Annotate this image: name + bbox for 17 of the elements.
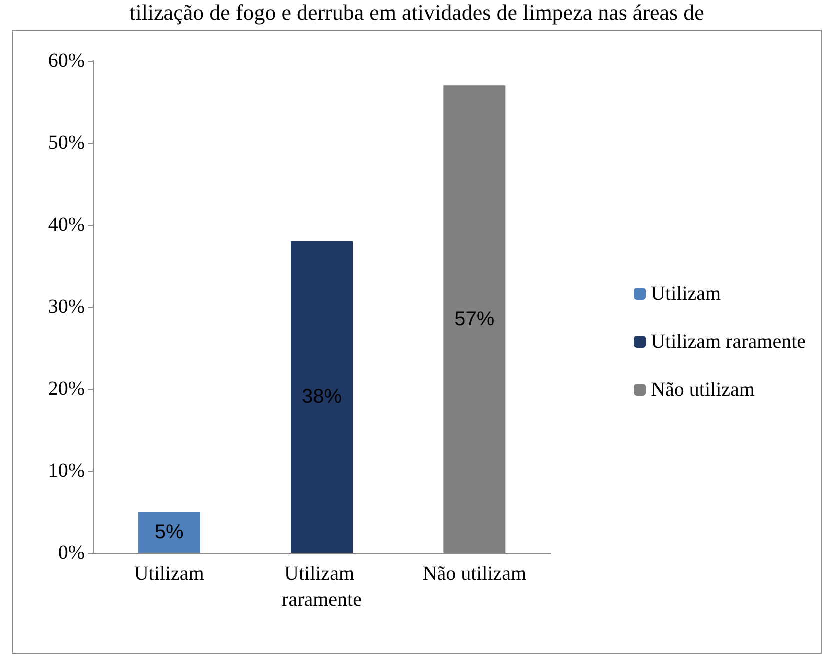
chart-title: tilização de fogo e derruba em atividades de limpeza nas áreas de — [128, 0, 706, 26]
x-tick-label: Não utilizam — [422, 563, 528, 585]
y-tick-label: 20% — [48, 378, 85, 400]
legend-label: Utilizam — [651, 283, 722, 305]
y-tick-label: 50% — [48, 132, 85, 154]
y-tick-label: 10% — [48, 460, 85, 482]
data-label: 38% — [302, 386, 342, 408]
y-tick-label: 0% — [58, 542, 85, 564]
data-label: 57% — [454, 308, 495, 330]
legend-label: Não utilizam — [651, 379, 756, 401]
y-tick-label: 60% — [48, 50, 85, 72]
data-label: 5% — [154, 522, 184, 544]
x-tick-label: Utilizam — [134, 563, 205, 585]
legend-label: Utilizam raramente — [651, 331, 806, 353]
y-tick-label: 30% — [48, 296, 85, 318]
y-tick-label: 40% — [48, 214, 85, 236]
x-tick-label: Utilizam raramente — [282, 563, 362, 611]
